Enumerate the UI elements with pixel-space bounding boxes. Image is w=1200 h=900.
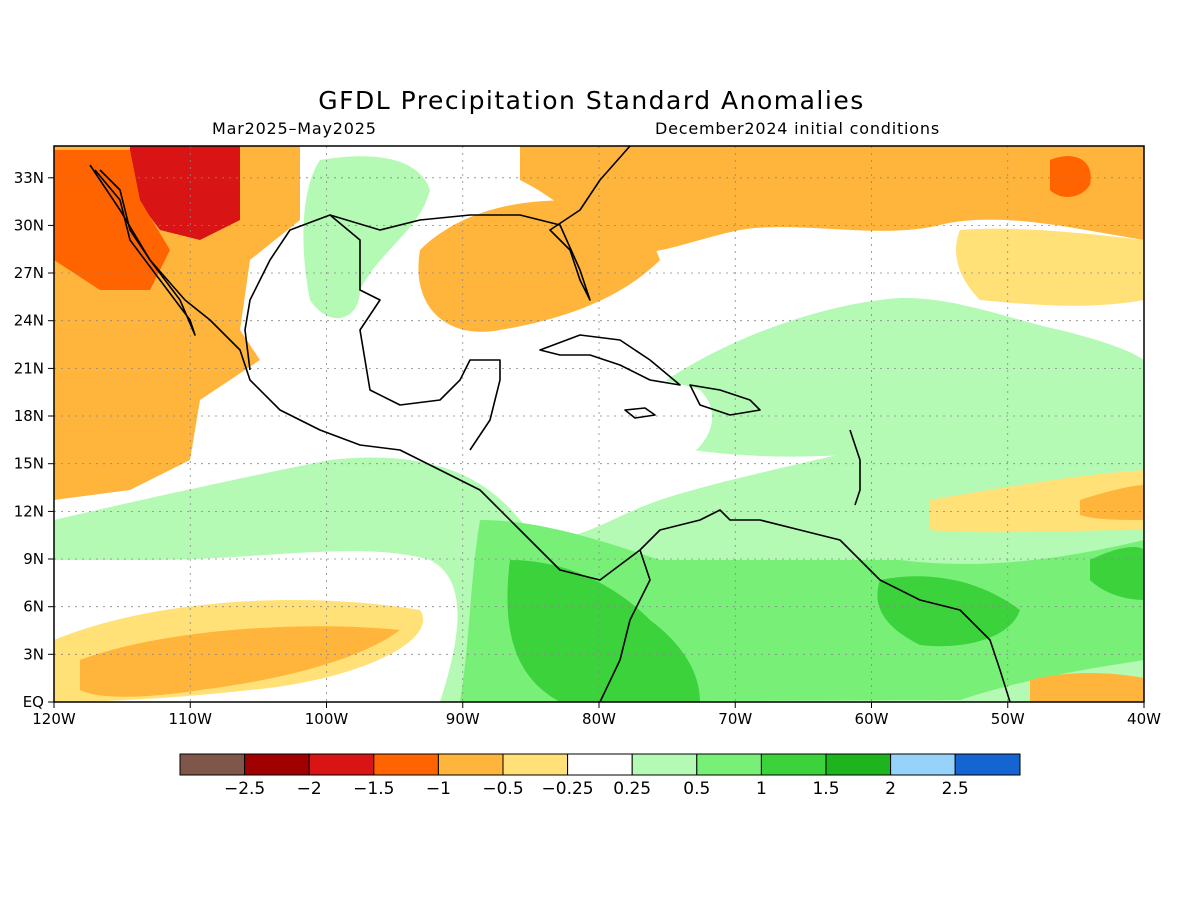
lat-label: 33N [14, 169, 44, 187]
field-atlantic-green-arc [640, 297, 1144, 457]
legend-label: 2.5 [942, 779, 969, 799]
lon-labels: 120W 110W 100W 90W 80W 70W 60W 50W 40W [32, 710, 1161, 728]
graticule [54, 146, 1144, 702]
lat-label: 30N [14, 216, 44, 234]
coast-south-america [639, 509, 1011, 702]
coast-cuba [539, 334, 681, 386]
legend-swatch [373, 753, 439, 776]
lat-label: 21N [14, 359, 44, 377]
field-sa-green-core [507, 560, 700, 702]
lat-label: 15N [14, 455, 44, 473]
coast-jamaica [624, 407, 656, 419]
lat-label: 27N [14, 264, 44, 282]
lat-label: 3N [23, 645, 44, 663]
lat-label: 24N [14, 312, 44, 330]
color-legend: −2.5 −2 −1.5 −1 −0.5 −0.25 0.25 0.5 1 1.… [179, 753, 1021, 799]
legend-swatch [437, 753, 504, 776]
legend-label: −1 [426, 779, 451, 799]
legend-label: 0.5 [683, 779, 710, 799]
legend-swatch [696, 753, 762, 776]
coastlines [89, 146, 1011, 702]
lat-labels: EQ 3N 6N 9N 12N 15N 18N 21N 24N 27N 30N … [14, 169, 44, 711]
lat-label: 6N [23, 598, 44, 616]
lat-label: 18N [14, 407, 44, 425]
legend-label: 2 [885, 779, 896, 799]
legend-swatch [760, 753, 827, 776]
field-equator-orange [1030, 673, 1144, 702]
chart-title: GFDL Precipitation Standard Anomalies [318, 86, 865, 115]
field-guiana-green [877, 576, 1020, 647]
legend-label: 1.5 [812, 779, 839, 799]
forecast-period: Mar2025–May2025 [212, 119, 377, 138]
lon-label: 120W [32, 710, 76, 728]
anomaly-field [54, 146, 1144, 702]
legend-label: −2.5 [224, 779, 265, 799]
coast-us-south [329, 146, 631, 301]
lat-label: 12N [14, 502, 44, 520]
field-red-mexico [130, 146, 240, 240]
coast-gulf [244, 214, 501, 451]
coast-baja [94, 169, 196, 336]
coast-hispaniola [689, 384, 761, 416]
lon-label: 90W [446, 710, 480, 728]
legend-label: −1.5 [353, 779, 394, 799]
initial-conditions: December2024 initial conditions [655, 119, 940, 138]
legend-swatch [825, 753, 892, 776]
legend-label: 1 [756, 779, 767, 799]
field-orange-atlantic-spot [1050, 156, 1091, 197]
lat-label: 9N [23, 550, 44, 568]
legend-swatch [244, 753, 310, 776]
lon-label: 70W [718, 710, 752, 728]
legend-label: 0.25 [613, 779, 651, 799]
legend-swatch [308, 753, 375, 776]
legend-swatch [954, 753, 1021, 776]
legend-label: −2 [297, 779, 322, 799]
coast-lesser-antilles [849, 429, 861, 506]
field-caribbean-white [471, 369, 713, 481]
legend-swatch [179, 753, 246, 776]
legend-label: −0.25 [542, 779, 594, 799]
legend-swatch [502, 753, 569, 776]
lat-label: EQ [23, 693, 44, 711]
field-pacific-band-core [80, 626, 400, 697]
field-atlantic-orange [520, 146, 1144, 253]
field-east-atlantic-green [1090, 547, 1144, 600]
legend-label: −0.5 [482, 779, 523, 799]
lon-label: 60W [855, 710, 889, 728]
lon-label: 50W [991, 710, 1025, 728]
field-gulf-green [303, 156, 430, 319]
legend-swatch [890, 753, 956, 776]
axis-ticks [48, 177, 1145, 708]
lon-label: 100W [305, 710, 349, 728]
field-east-orange-patch [1080, 485, 1144, 520]
field-atlantic-yellow [956, 228, 1144, 306]
legend-swatch [631, 753, 698, 776]
legend-swatch [567, 753, 633, 776]
lon-label: 80W [582, 710, 616, 728]
lon-label: 40W [1127, 710, 1161, 728]
coast-mexico-pacific [89, 164, 651, 702]
lon-label: 110W [169, 710, 213, 728]
